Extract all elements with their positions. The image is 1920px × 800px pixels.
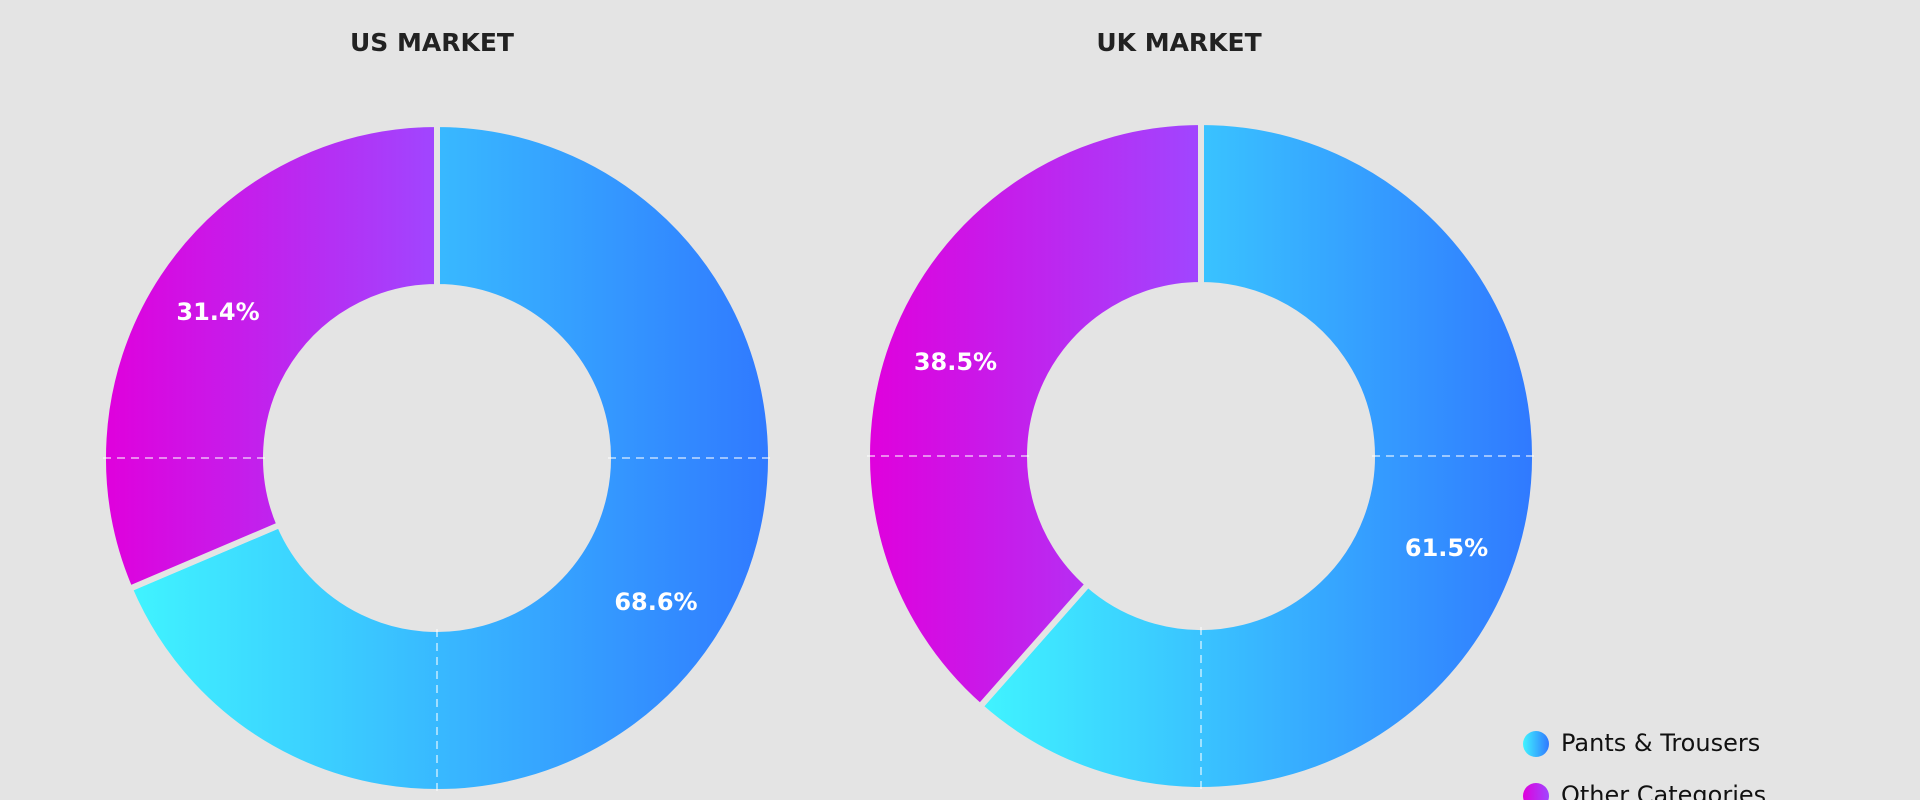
legend-label: Pants & Trousers: [1561, 729, 1760, 757]
donut-segment: [125, 120, 774, 795]
data-label: 61.5%: [1405, 534, 1488, 562]
donut-segment: [100, 120, 440, 593]
legend-swatch: [1523, 731, 1549, 757]
legend-swatch: [1523, 783, 1549, 800]
data-label: 68.6%: [614, 588, 697, 616]
data-label: 38.5%: [914, 348, 997, 376]
legend-label: Other Categories: [1561, 781, 1766, 800]
donut-segment: [975, 118, 1538, 793]
chart-title: UK MARKET: [1096, 28, 1261, 57]
chart-title: US MARKET: [350, 28, 514, 57]
data-label: 31.4%: [176, 298, 259, 326]
donut-segment: [864, 118, 1204, 711]
